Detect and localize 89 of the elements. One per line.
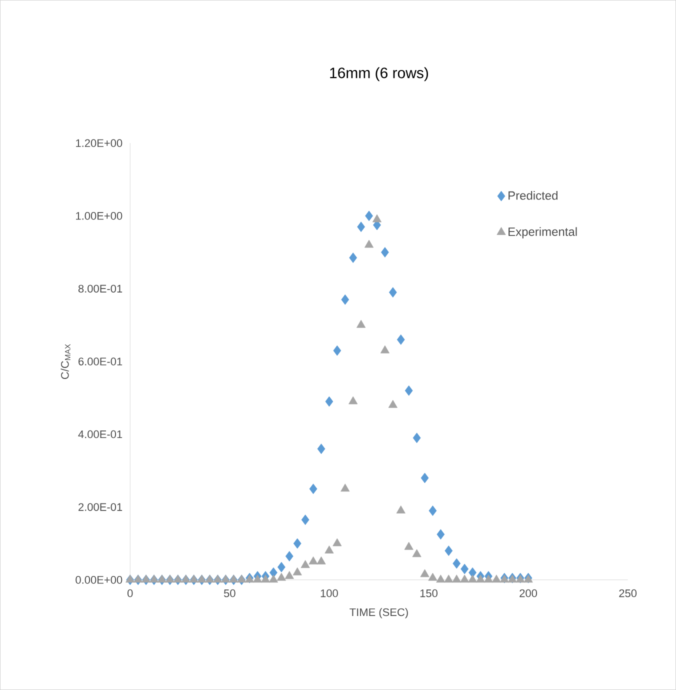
point xyxy=(444,546,453,556)
point xyxy=(476,574,486,583)
legend-label: Predicted xyxy=(508,190,558,200)
y-tick-label: 4.00E-01 xyxy=(78,430,122,438)
point xyxy=(173,574,182,583)
y-tick-label: 1.20E+00 xyxy=(76,139,122,148)
point xyxy=(285,551,294,562)
point xyxy=(404,385,413,396)
point xyxy=(404,542,414,550)
point xyxy=(460,574,470,583)
point xyxy=(364,240,374,248)
point xyxy=(365,210,373,222)
point xyxy=(165,574,174,583)
point xyxy=(381,247,389,258)
x-tick-label: 50 xyxy=(224,589,236,598)
point xyxy=(268,574,278,583)
point xyxy=(492,574,501,583)
point xyxy=(380,345,390,354)
point xyxy=(357,222,366,232)
point xyxy=(436,574,446,583)
point xyxy=(317,444,326,454)
point xyxy=(348,396,358,404)
point xyxy=(452,558,461,569)
point xyxy=(340,484,350,492)
point xyxy=(300,560,310,568)
point xyxy=(181,574,190,583)
point xyxy=(308,556,318,564)
point xyxy=(126,574,135,583)
point xyxy=(293,538,302,549)
point xyxy=(428,506,437,516)
point xyxy=(276,572,286,581)
x-tick-label: 100 xyxy=(320,589,338,598)
point xyxy=(270,567,278,578)
point xyxy=(197,574,206,583)
point xyxy=(325,396,334,407)
x-tick-label: 0 xyxy=(127,589,133,598)
point xyxy=(189,574,198,583)
point xyxy=(388,287,397,298)
point xyxy=(444,574,454,583)
point xyxy=(142,574,151,583)
point xyxy=(260,574,270,583)
point xyxy=(284,571,294,579)
point xyxy=(221,574,230,583)
x-tick-label: 200 xyxy=(520,589,538,598)
point xyxy=(333,345,342,356)
legend-label: Experimental xyxy=(508,227,577,238)
point xyxy=(436,529,445,540)
chart-title: 16mm (6 rows) xyxy=(330,67,428,82)
point xyxy=(332,538,342,546)
point xyxy=(396,506,406,514)
point xyxy=(134,574,143,583)
point xyxy=(412,432,421,444)
point xyxy=(412,549,422,558)
point xyxy=(468,567,476,578)
y-tick-label: 2.00E-01 xyxy=(78,503,122,511)
point xyxy=(157,574,167,583)
point xyxy=(396,334,405,345)
y-tick-label: 1.00E+00 xyxy=(76,212,122,220)
point xyxy=(420,569,430,578)
point xyxy=(349,252,358,263)
point xyxy=(468,574,478,583)
y-tick-label: 6.00E-01 xyxy=(78,358,122,366)
point xyxy=(341,294,350,305)
point xyxy=(301,514,310,526)
point xyxy=(452,574,462,583)
y-axis-title: C/C$_{MAX}$ xyxy=(60,344,70,379)
point xyxy=(229,574,238,583)
point xyxy=(253,574,262,583)
point xyxy=(149,574,159,583)
point xyxy=(205,574,214,583)
x-axis-title: TIME (SEC) xyxy=(350,608,408,618)
point xyxy=(420,472,429,484)
point xyxy=(372,214,382,222)
point xyxy=(460,564,469,574)
y-tick-label: 8.00E-01 xyxy=(78,284,122,293)
point xyxy=(292,567,302,576)
point xyxy=(388,400,398,408)
point xyxy=(277,562,286,572)
point xyxy=(324,546,334,554)
x-tick-label: 250 xyxy=(619,589,637,598)
point xyxy=(356,320,366,328)
point xyxy=(213,574,222,583)
point xyxy=(309,484,318,494)
y-tick-label: 0.00E+00 xyxy=(76,576,122,584)
point xyxy=(316,556,326,564)
point xyxy=(484,574,494,583)
point xyxy=(428,572,438,581)
x-tick-label: 150 xyxy=(420,589,438,598)
point xyxy=(237,574,246,583)
